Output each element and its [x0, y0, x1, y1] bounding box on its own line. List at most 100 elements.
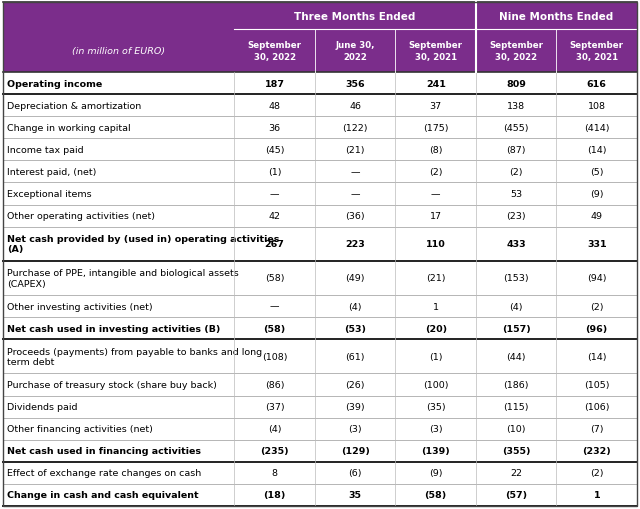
Text: (2): (2)	[509, 167, 523, 177]
Text: (175): (175)	[423, 124, 449, 132]
Bar	[3, 462, 637, 484]
Text: (105): (105)	[584, 380, 609, 389]
Text: —: —	[351, 167, 360, 177]
Text: Interest paid, (net): Interest paid, (net)	[7, 167, 97, 177]
Text: (53): (53)	[344, 324, 366, 333]
Text: 46: 46	[349, 101, 361, 110]
Text: 110: 110	[426, 240, 445, 249]
Text: 187: 187	[265, 79, 285, 89]
Bar	[234, 30, 315, 73]
Text: (5): (5)	[590, 167, 604, 177]
Bar	[3, 396, 637, 418]
Text: 433: 433	[506, 240, 526, 249]
Text: (21): (21)	[346, 146, 365, 155]
Text: 1: 1	[433, 302, 438, 311]
Text: —: —	[431, 190, 440, 199]
Text: (115): (115)	[504, 402, 529, 411]
Text: Net cash used in financing activities: Net cash used in financing activities	[7, 446, 201, 456]
Text: (44): (44)	[506, 352, 526, 361]
Text: (3): (3)	[429, 425, 442, 433]
Text: (1): (1)	[429, 352, 442, 361]
Text: (35): (35)	[426, 402, 445, 411]
Text: (2): (2)	[590, 468, 604, 477]
Text: Net cash provided by (used in) operating activities
(A): Net cash provided by (used in) operating…	[7, 235, 280, 254]
Bar	[3, 3, 234, 30]
Text: (58): (58)	[265, 274, 284, 283]
Text: 49: 49	[591, 212, 603, 220]
Text: Proceeds (payments) from payable to banks and long
term debt: Proceeds (payments) from payable to bank…	[7, 347, 262, 366]
Text: (414): (414)	[584, 124, 609, 132]
Text: 267: 267	[265, 240, 285, 249]
Text: (9): (9)	[590, 190, 604, 199]
Text: (129): (129)	[340, 446, 370, 456]
Bar	[234, 3, 476, 30]
Text: (9): (9)	[429, 468, 442, 477]
Bar	[476, 3, 637, 30]
Text: (235): (235)	[260, 446, 289, 456]
Text: (58): (58)	[424, 491, 447, 499]
Text: 22: 22	[510, 468, 522, 477]
Text: Exceptional items: Exceptional items	[7, 190, 92, 199]
Text: September
30, 2022: September 30, 2022	[248, 41, 301, 62]
Text: Depreciation & amortization: Depreciation & amortization	[7, 101, 141, 110]
Bar	[3, 95, 637, 117]
Bar	[3, 418, 637, 440]
Text: (36): (36)	[346, 212, 365, 220]
Text: 223: 223	[346, 240, 365, 249]
Text: (455): (455)	[504, 124, 529, 132]
Text: 42: 42	[269, 212, 281, 220]
Text: (2): (2)	[590, 302, 604, 311]
Text: (4): (4)	[509, 302, 523, 311]
Bar	[3, 227, 637, 261]
Text: —: —	[351, 190, 360, 199]
Text: 616: 616	[587, 79, 607, 89]
Text: September
30, 2022: September 30, 2022	[489, 41, 543, 62]
Bar	[315, 30, 396, 73]
Text: (39): (39)	[346, 402, 365, 411]
Text: (157): (157)	[502, 324, 531, 333]
Text: (232): (232)	[582, 446, 611, 456]
Text: (186): (186)	[504, 380, 529, 389]
Text: (153): (153)	[504, 274, 529, 283]
Text: 17: 17	[429, 212, 442, 220]
Text: (4): (4)	[348, 302, 362, 311]
Text: 108: 108	[588, 101, 605, 110]
Text: (7): (7)	[590, 425, 604, 433]
Text: (20): (20)	[425, 324, 447, 333]
Text: Other investing activities (net): Other investing activities (net)	[7, 302, 152, 311]
Bar	[3, 183, 637, 205]
Text: September
30, 2021: September 30, 2021	[570, 41, 624, 62]
Bar	[3, 374, 637, 396]
Bar	[396, 30, 476, 73]
Bar	[3, 117, 637, 139]
Text: 1: 1	[593, 491, 600, 499]
Bar	[3, 340, 637, 374]
Text: (96): (96)	[586, 324, 608, 333]
Bar	[476, 30, 557, 73]
Text: Nine Months Ended: Nine Months Ended	[499, 12, 614, 21]
Text: June 30,
2022: June 30, 2022	[335, 41, 375, 62]
Bar	[3, 440, 637, 462]
Text: (2): (2)	[429, 167, 442, 177]
Text: (23): (23)	[506, 212, 526, 220]
Text: (139): (139)	[421, 446, 450, 456]
Text: (106): (106)	[584, 402, 609, 411]
Text: Change in cash and cash equivalent: Change in cash and cash equivalent	[7, 491, 198, 499]
Text: September
30, 2021: September 30, 2021	[409, 41, 463, 62]
Text: 36: 36	[269, 124, 281, 132]
Text: 35: 35	[349, 491, 362, 499]
Text: (61): (61)	[346, 352, 365, 361]
Text: Purchase of PPE, intangible and biological assets
(CAPEX): Purchase of PPE, intangible and biologic…	[7, 269, 239, 288]
Text: Three Months Ended: Three Months Ended	[294, 12, 416, 21]
Text: (94): (94)	[587, 274, 607, 283]
Text: (100): (100)	[423, 380, 449, 389]
Text: (4): (4)	[268, 425, 282, 433]
Text: (57): (57)	[505, 491, 527, 499]
Text: —: —	[270, 302, 280, 311]
Text: (37): (37)	[265, 402, 285, 411]
Text: Purchase of treasury stock (share buy back): Purchase of treasury stock (share buy ba…	[7, 380, 217, 389]
Text: —: —	[270, 190, 280, 199]
Bar	[3, 139, 637, 161]
Bar	[3, 73, 637, 95]
Text: (49): (49)	[346, 274, 365, 283]
